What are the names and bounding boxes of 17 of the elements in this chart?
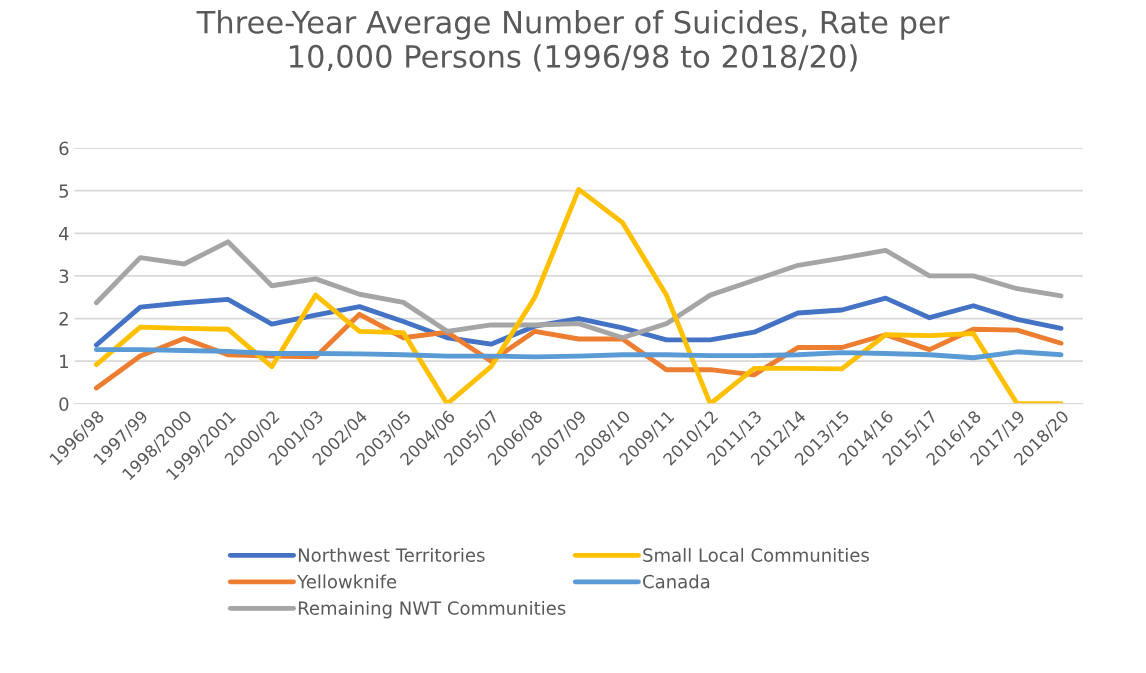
y-tick-label: 6 <box>59 141 69 156</box>
line-series <box>93 347 1064 361</box>
y-tick-label: 3 <box>59 269 69 284</box>
line-series <box>93 239 1064 341</box>
y-tick-label: 0 <box>59 397 69 411</box>
line-series <box>93 186 1064 404</box>
legend-label: Northwest Territories <box>298 547 485 562</box>
y-tick-label: 4 <box>59 227 69 241</box>
y-tick-label: 5 <box>59 184 69 198</box>
line-series <box>93 295 1064 348</box>
legend-label: Yellowknife <box>297 574 397 589</box>
legend-label: Remaining NWT Communities <box>298 600 566 619</box>
y-tick-label: 2 <box>59 312 68 326</box>
y-tick-label: 1 <box>60 354 68 369</box>
legend-label: Small Local Communities <box>643 547 869 562</box>
legend-label: Canada <box>643 574 710 589</box>
chart-title: Three-Year Average Number of Suicides, Rate per 10,000 Persons (1996/98 to 2018/20) <box>196 10 950 72</box>
